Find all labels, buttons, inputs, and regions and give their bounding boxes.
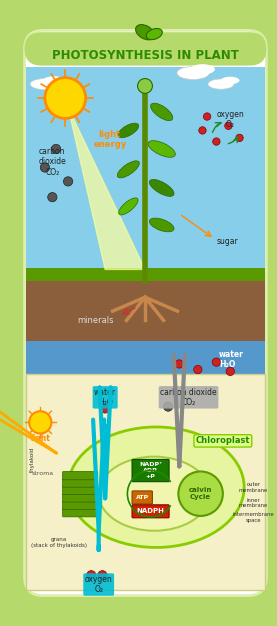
Circle shape — [212, 358, 220, 366]
Text: stroma: stroma — [32, 471, 54, 476]
FancyBboxPatch shape — [25, 32, 266, 66]
Circle shape — [213, 138, 220, 145]
Ellipse shape — [136, 24, 154, 40]
Ellipse shape — [190, 64, 215, 74]
Text: intermembrane
space: intermembrane space — [233, 513, 274, 523]
Circle shape — [87, 571, 96, 580]
Circle shape — [199, 126, 206, 134]
Circle shape — [178, 471, 223, 516]
Polygon shape — [68, 107, 145, 269]
Text: carbon dioxide
CO₂: carbon dioxide CO₂ — [160, 387, 217, 407]
Circle shape — [29, 411, 52, 433]
FancyBboxPatch shape — [21, 27, 270, 599]
Ellipse shape — [221, 77, 240, 84]
Circle shape — [45, 78, 86, 118]
Text: water
H₂O: water H₂O — [94, 387, 116, 407]
Text: sugar: sugar — [216, 237, 238, 246]
FancyBboxPatch shape — [132, 505, 169, 518]
Text: grana
(stack of thylakoids): grana (stack of thylakoids) — [31, 538, 87, 548]
Ellipse shape — [119, 198, 138, 215]
FancyBboxPatch shape — [63, 486, 98, 495]
Ellipse shape — [149, 218, 174, 232]
Text: oxygen
O₂: oxygen O₂ — [216, 110, 244, 129]
FancyBboxPatch shape — [132, 459, 169, 481]
Text: carbon
dioxide
CO₂: carbon dioxide CO₂ — [39, 147, 66, 177]
Circle shape — [101, 404, 110, 413]
Circle shape — [40, 163, 50, 172]
Circle shape — [52, 145, 61, 153]
Circle shape — [98, 571, 107, 580]
Ellipse shape — [30, 78, 60, 90]
Circle shape — [203, 113, 211, 120]
FancyBboxPatch shape — [63, 479, 98, 487]
Text: PHOTOSYNTHESIS IN PLANT: PHOTOSYNTHESIS IN PLANT — [52, 49, 238, 62]
FancyBboxPatch shape — [63, 508, 98, 517]
Circle shape — [175, 360, 183, 368]
Text: light
energy: light energy — [93, 130, 126, 150]
Ellipse shape — [117, 161, 139, 178]
Text: inner
membrane: inner membrane — [239, 498, 268, 508]
Circle shape — [163, 402, 173, 411]
Text: ATP: ATP — [136, 495, 149, 500]
Circle shape — [63, 177, 73, 186]
Bar — [26, 68, 265, 279]
Text: thylakoid: thylakoid — [29, 447, 34, 472]
Text: outer
membrane: outer membrane — [239, 482, 268, 493]
Ellipse shape — [177, 66, 209, 80]
Bar — [26, 267, 265, 280]
Text: minerals: minerals — [78, 316, 114, 325]
Ellipse shape — [118, 123, 139, 138]
Ellipse shape — [148, 141, 175, 157]
FancyBboxPatch shape — [63, 501, 98, 510]
FancyBboxPatch shape — [63, 471, 98, 480]
Ellipse shape — [149, 180, 174, 197]
Circle shape — [226, 367, 234, 376]
Bar — [26, 374, 265, 590]
Circle shape — [225, 122, 232, 130]
FancyBboxPatch shape — [63, 494, 98, 502]
Text: light: light — [30, 434, 50, 443]
Ellipse shape — [146, 29, 162, 39]
Ellipse shape — [99, 456, 210, 531]
Ellipse shape — [208, 79, 234, 89]
Circle shape — [48, 193, 57, 202]
Ellipse shape — [151, 103, 173, 121]
Circle shape — [138, 78, 152, 93]
Text: NADPH: NADPH — [137, 508, 165, 515]
Text: water
H₂O: water H₂O — [219, 350, 244, 369]
Ellipse shape — [43, 76, 65, 85]
FancyBboxPatch shape — [132, 491, 152, 504]
Bar — [26, 269, 265, 344]
Circle shape — [194, 366, 202, 374]
Bar — [26, 341, 265, 376]
Ellipse shape — [68, 427, 244, 548]
Text: calvin
Cycle: calvin Cycle — [189, 487, 212, 500]
Circle shape — [236, 134, 243, 141]
FancyBboxPatch shape — [25, 30, 266, 596]
Text: oxygen
O₂: oxygen O₂ — [85, 575, 112, 594]
Text: Chloroplast: Chloroplast — [196, 436, 250, 445]
Text: NADP⁺
ADP
+P: NADP⁺ ADP +P — [139, 462, 162, 479]
